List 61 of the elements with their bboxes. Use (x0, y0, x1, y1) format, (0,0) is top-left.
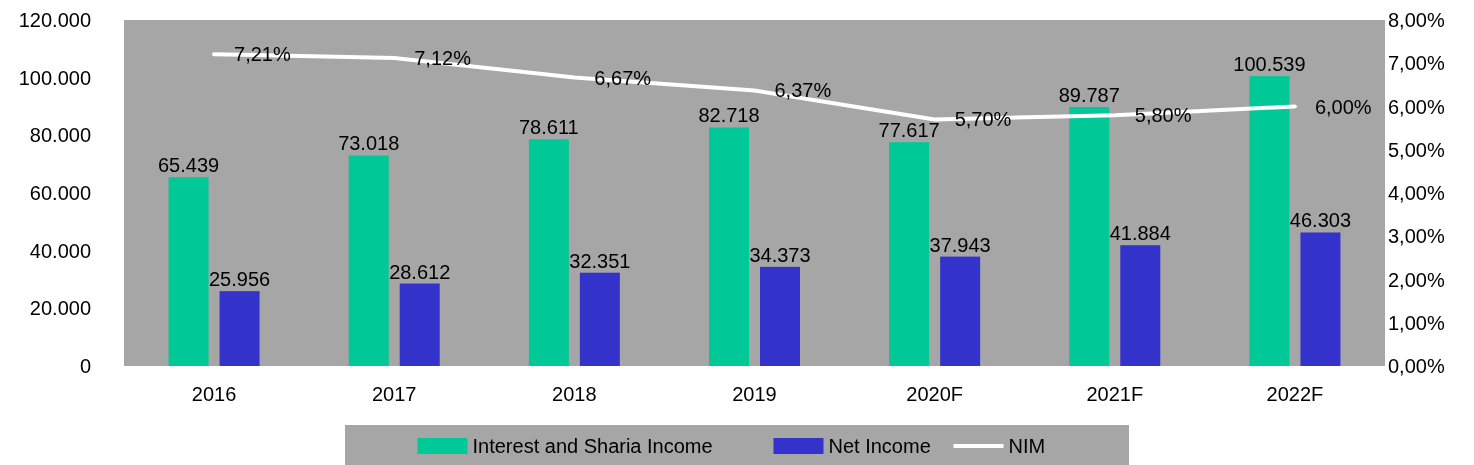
bar (940, 256, 981, 366)
data-label: 5,80% (1134, 104, 1192, 127)
y-tick-label: 80.000 (29, 124, 91, 147)
y-tick-label: 100.000 (18, 66, 91, 89)
y2-tick-label: 3,00% (1388, 225, 1445, 248)
bar (1069, 107, 1110, 366)
data-label: 77.617 (878, 119, 940, 142)
x-tick-label: 2018 (552, 383, 597, 405)
bar (219, 291, 260, 366)
data-label: 6,37% (774, 79, 832, 102)
bar (579, 272, 620, 366)
y2-tick-label: 5,00% (1388, 138, 1445, 161)
data-label: 73.018 (338, 132, 400, 155)
bar (1120, 245, 1161, 366)
y2-tick-label: 4,00% (1388, 182, 1445, 204)
data-label: 6,00% (1314, 95, 1372, 118)
data-label: 5,70% (954, 108, 1012, 131)
y-tick-label: 120.000 (18, 9, 91, 31)
bar (168, 177, 209, 366)
y-tick-label: 60.000 (29, 182, 91, 204)
x-tick-label: 2021F (1086, 383, 1144, 405)
y2-tick-label: 7,00% (1388, 52, 1445, 75)
data-label: 41.884 (1109, 222, 1171, 245)
x-tick-label: 2022F (1266, 383, 1324, 405)
y2-tick-label: 6,00% (1388, 95, 1445, 118)
x-tick-label: 2020F (906, 383, 963, 405)
bar (528, 139, 569, 366)
data-label: 34.373 (749, 243, 811, 266)
y2-tick-label: 2,00% (1388, 268, 1445, 291)
data-label: 100.539 (1233, 53, 1306, 76)
bar (399, 283, 440, 366)
data-label: 46.303 (1289, 209, 1352, 232)
data-label: 28.612 (389, 260, 451, 283)
data-label: 6,67% (594, 66, 652, 89)
bar (1249, 76, 1290, 366)
data-label: 25.956 (208, 268, 271, 291)
legend-label: Interest and Sharia Income (472, 435, 713, 457)
bar (760, 266, 800, 366)
data-label: 37.943 (929, 233, 991, 256)
bar (1300, 232, 1341, 366)
data-label: 78.611 (519, 116, 579, 139)
y2-tick-label: 1,00% (1388, 311, 1445, 334)
data-label: 7,12% (414, 47, 472, 70)
x-tick-label: 2016 (191, 383, 237, 405)
bar (889, 142, 930, 366)
data-label: 82.718 (698, 104, 760, 127)
legend-label: Net Income (828, 435, 931, 457)
y2-tick-label: 0,00% (1388, 355, 1445, 377)
data-label: 7,21% (234, 43, 291, 66)
bar (709, 127, 749, 366)
data-label: 89.787 (1058, 84, 1120, 107)
x-tick-label: 2019 (732, 383, 777, 405)
y-tick-label: 0 (79, 355, 91, 377)
y-tick-label: 20.000 (29, 297, 91, 320)
bar (348, 155, 389, 366)
y-tick-label: 40.000 (29, 239, 91, 262)
legend-label: NIM (1008, 435, 1046, 457)
data-label: 32.351 (569, 249, 631, 272)
y2-tick-label: 8,00% (1388, 9, 1445, 31)
data-label: 65.439 (157, 154, 220, 177)
x-tick-label: 2017 (371, 383, 417, 405)
